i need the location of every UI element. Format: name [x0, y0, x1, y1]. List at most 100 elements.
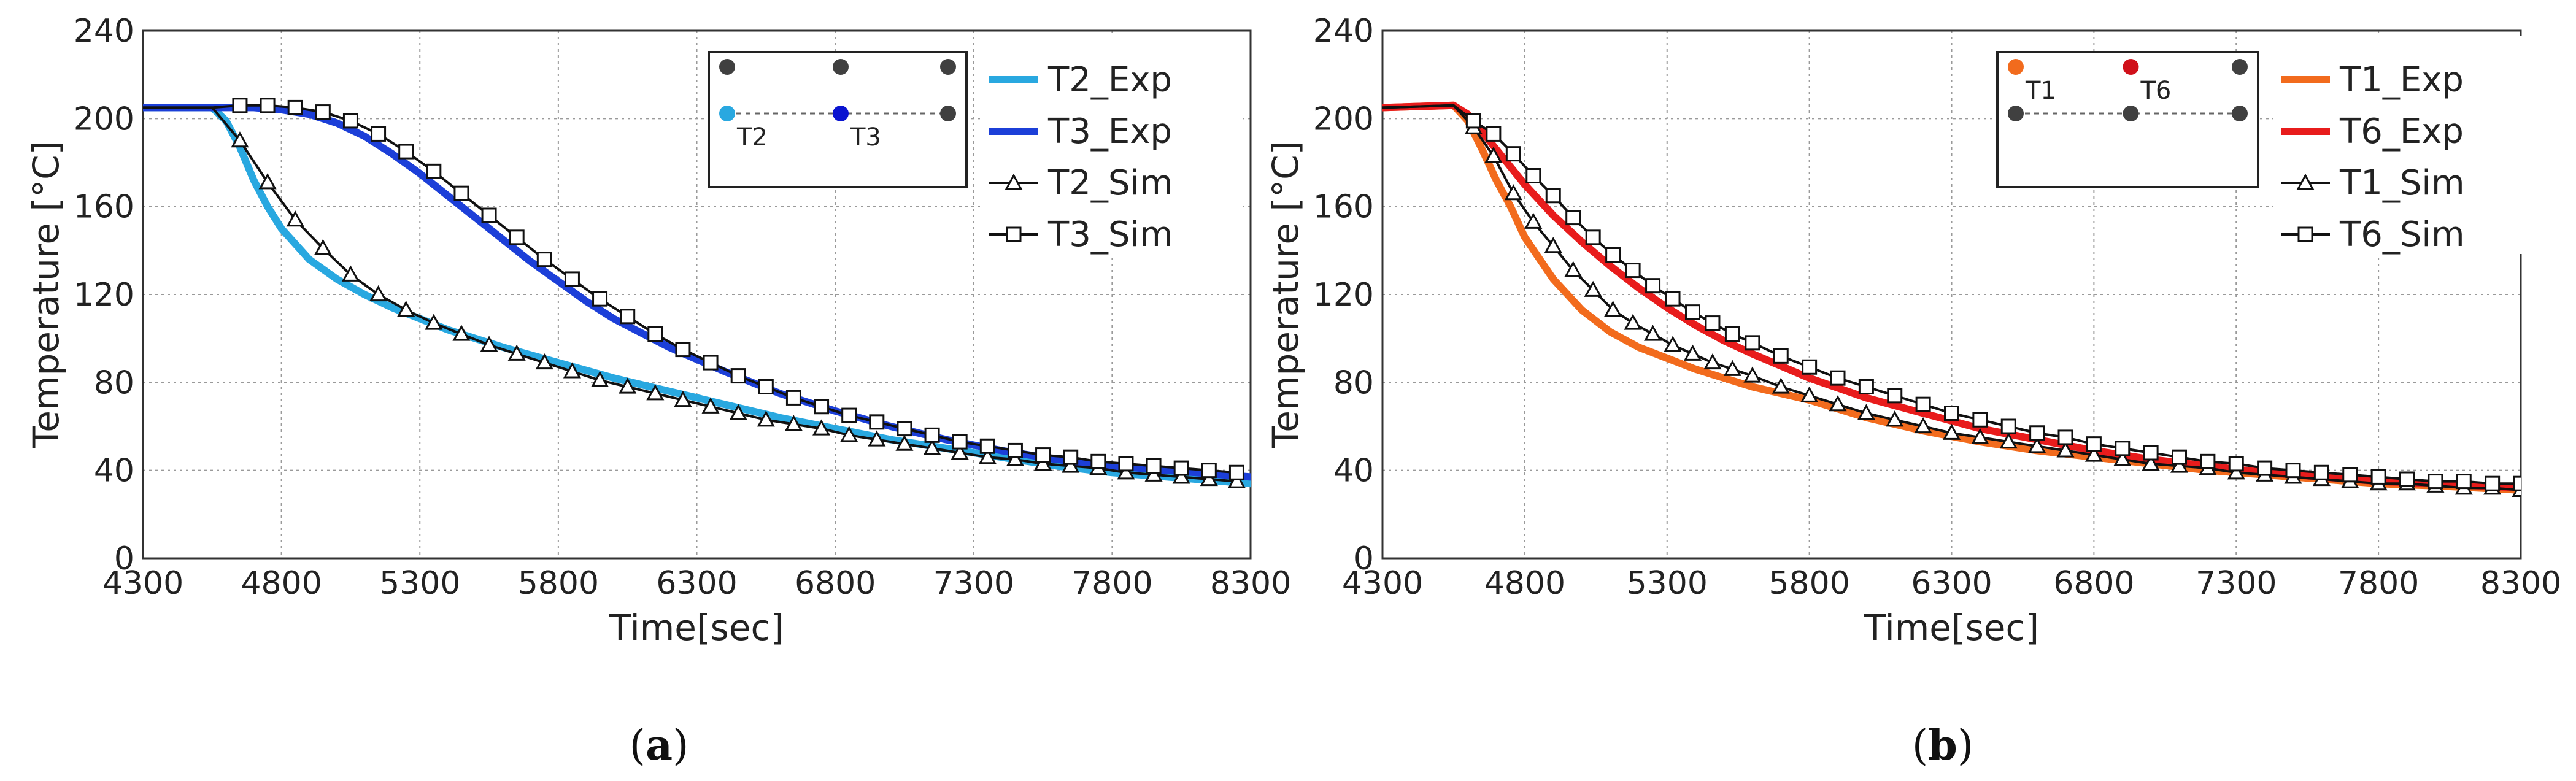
t3-sim-marker: [426, 163, 442, 179]
t2-sim-marker: [840, 426, 858, 442]
t2-sim-marker: [757, 410, 775, 427]
t6-sim-marker: [2029, 425, 2045, 441]
panel-caption-paren: (: [1912, 721, 1929, 770]
t2-sim-marker: [1144, 465, 1163, 482]
t6-sim-marker: [2000, 418, 2016, 434]
t3-sim-marker: [1063, 449, 1079, 465]
t6-sim-marker: [1745, 335, 1760, 351]
legend-box: [2273, 36, 2534, 254]
t3-sim-marker: [260, 98, 276, 113]
t2-sim-marker: [563, 362, 581, 379]
t6-sim-marker: [2428, 474, 2443, 490]
t3-sim-marker: [869, 414, 885, 430]
t3-sim-marker: [592, 291, 608, 307]
x-tick-label: 5800: [518, 565, 599, 602]
sensor-point-t6: [2123, 59, 2139, 75]
t1-sim-marker: [1564, 261, 1583, 277]
y-tick-label: 120: [1313, 277, 1374, 314]
t1-sim-marker: [1942, 423, 1961, 440]
t6-sim-marker: [1830, 370, 1846, 386]
t3-sim-marker: [647, 326, 663, 342]
t1-sim-marker: [1743, 366, 1762, 383]
sensor-point: [833, 59, 849, 75]
t2-sim-marker: [591, 371, 609, 387]
sensor-point: [719, 59, 735, 75]
t1-sim-marker: [1723, 360, 1741, 376]
t1-sim-marker: [1999, 432, 2018, 449]
t3-sim-marker: [342, 113, 358, 129]
legend-marker-t1-sim: [2296, 173, 2315, 190]
t6-sim-marker: [1665, 291, 1681, 307]
t3-sim-marker: [703, 355, 719, 371]
legend-label-t6-sim: T6_Sim: [2339, 215, 2465, 255]
t6-sim-marker: [1705, 315, 1721, 331]
t1-sim-marker: [2113, 450, 2132, 466]
t1-sim-marker: [1914, 417, 1932, 434]
t3-sim-marker: [814, 399, 830, 415]
t3-sim-marker: [1173, 460, 1189, 476]
x-tick-label: 4300: [102, 565, 183, 602]
t1-sim-marker: [2056, 441, 2075, 458]
y-tick-label: 200: [1313, 101, 1374, 137]
panel-caption: (b): [1912, 721, 1974, 770]
t6-sim-marker: [1565, 210, 1581, 226]
t6-sim-marker: [2115, 441, 2131, 456]
t2-sim-marker: [868, 430, 886, 447]
t3-sim-marker: [730, 368, 746, 384]
x-tick-label: 6300: [656, 565, 737, 602]
t6-sim-marker: [2143, 445, 2159, 461]
t6-sim-marker: [1605, 247, 1621, 263]
plot-frame: [1381, 29, 2522, 560]
t6-sim-marker: [1645, 278, 1661, 294]
t2-sim-marker: [369, 285, 388, 302]
t2-sim-marker: [784, 415, 803, 431]
y-tick-label: 0: [1354, 541, 1374, 577]
y-tick-label: 40: [94, 453, 134, 490]
t1-sim-marker: [2142, 454, 2160, 471]
t1-sim-marker: [2227, 463, 2245, 480]
t2-sim-marker: [674, 390, 692, 407]
t3-sim-marker: [1035, 447, 1051, 463]
t3-sim-marker: [952, 434, 968, 450]
t2-sim-marker: [535, 353, 553, 370]
panel-b: 4300 4800 5300 5800 6300 6800 7300 7800 8300 0 40 8…: [1265, 13, 2561, 770]
t6-sim-marker: [2342, 467, 2358, 483]
t2-sim-marker: [1172, 467, 1190, 484]
t2-sim-marker: [923, 439, 941, 455]
sensor-point: [2232, 106, 2248, 121]
x-tick-label: 7800: [1071, 565, 1152, 602]
t3-sim-marker: [481, 207, 497, 223]
t2-sim-marker: [951, 443, 969, 460]
t6-sim-marker: [2200, 453, 2216, 469]
sensor-point-t2: [719, 106, 735, 121]
plot-frame: [142, 29, 1252, 560]
t3-sim-marker: [620, 309, 636, 325]
panel-caption-paren: (: [629, 721, 646, 770]
t2-sim-marker: [1227, 472, 1246, 488]
y-axis-title: Temperature [°C]: [1265, 141, 1306, 449]
t1-sim-marker: [1703, 353, 1722, 370]
panel-caption: (a): [629, 721, 688, 770]
y-tick-label: 160: [74, 189, 134, 226]
t1-sim-marker: [1772, 377, 1790, 394]
x-tick-label: 4800: [1484, 565, 1565, 602]
t2-sim-marker: [646, 384, 665, 401]
t2-sim-marker: [286, 210, 304, 227]
t1-sim-marker: [1829, 395, 1847, 412]
legend-label-t1-exp: T1_Exp: [2339, 60, 2464, 100]
x-tick-label: 5300: [1627, 565, 1708, 602]
t6-sim-marker: [1585, 229, 1601, 245]
t1-sim-marker: [1683, 344, 1702, 361]
sensor-label-t3: T3: [850, 123, 881, 152]
t6-sim-marker: [1972, 412, 1988, 428]
panel-caption-letter: b: [1928, 721, 1957, 770]
legend-label-t1-sim: T1_Sim: [2339, 163, 2465, 203]
t1-sim-marker: [1484, 147, 1503, 163]
x-tick-label: 6300: [1911, 565, 1992, 602]
x-tick-label: 5300: [379, 565, 460, 602]
sensor-point: [2232, 59, 2248, 75]
t2-sim-marker: [619, 377, 637, 394]
t6-sim-marker: [1724, 326, 1740, 342]
y-tick-label: 160: [1313, 189, 1374, 226]
t1-sim-marker: [2084, 445, 2103, 462]
